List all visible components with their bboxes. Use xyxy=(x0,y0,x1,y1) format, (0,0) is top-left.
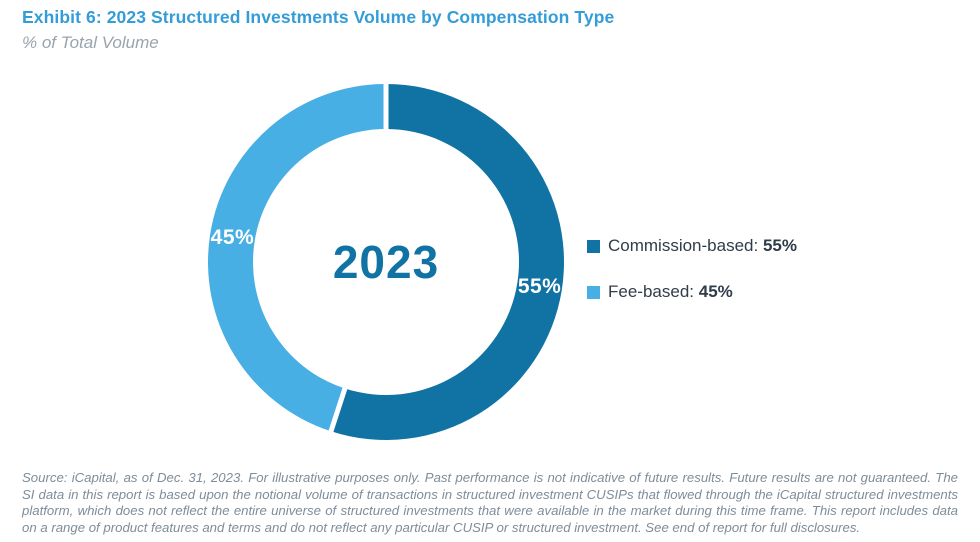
donut-segment-fee-based xyxy=(208,84,386,432)
chart-title: Exhibit 6: 2023 Structured Investments V… xyxy=(22,7,615,27)
donut-chart: 55% 45% 2023 xyxy=(186,62,586,462)
legend-swatch-icon xyxy=(587,239,600,253)
donut-segment-commission-based xyxy=(330,84,564,440)
legend-label: Commission-based: xyxy=(608,236,763,255)
legend-item-fee-based: Fee-based: 45% xyxy=(587,282,797,302)
legend-value: 45% xyxy=(698,282,733,301)
donut-center-label: 2023 xyxy=(333,236,439,288)
legend-label: Fee-based: xyxy=(608,282,699,301)
chart-subtitle: % of Total Volume xyxy=(22,33,159,52)
segment-label-commission-based: 55% xyxy=(518,275,562,298)
donut-chart-svg: 55% 45% 2023 xyxy=(208,81,564,440)
legend-item-commission-based: Commission-based: 55% xyxy=(587,236,797,256)
source-disclaimer: Source: iCapital, as of Dec. 31, 2023. F… xyxy=(22,470,958,535)
legend-value: 55% xyxy=(762,236,797,255)
segment-label-fee-based: 45% xyxy=(211,226,255,249)
legend-swatch-icon xyxy=(587,285,600,299)
chart-legend: Commission-based: 55% Fee-based: 45% xyxy=(587,236,797,328)
segment-separator xyxy=(327,383,349,435)
